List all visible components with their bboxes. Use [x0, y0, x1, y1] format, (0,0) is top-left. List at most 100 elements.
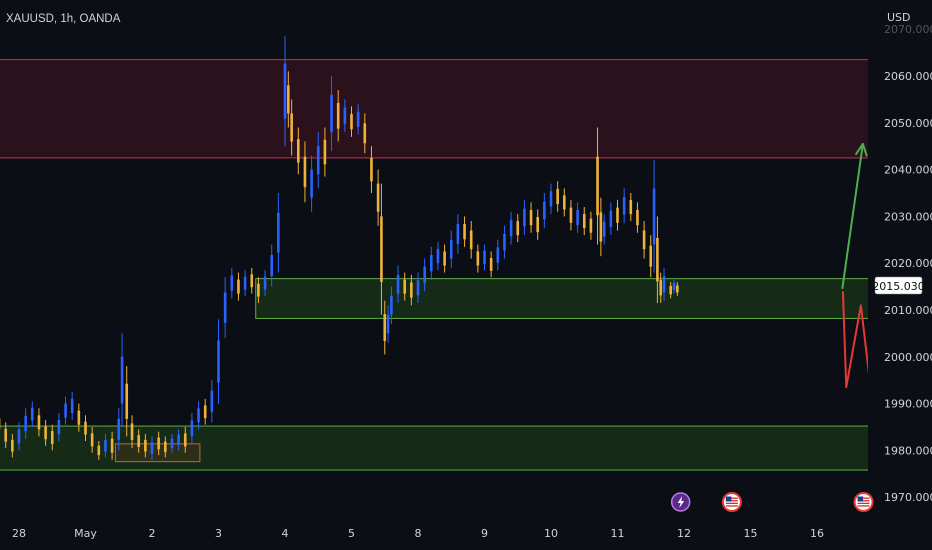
time-tick-label: 12 [677, 527, 691, 540]
time-axis[interactable]: 28 May 2 3 4 5 8 9 10 11 12 15 16 [12, 527, 824, 540]
candle [117, 408, 121, 451]
candle [356, 104, 360, 135]
candle-body [316, 146, 320, 175]
candle-body [17, 429, 21, 444]
candle-body [622, 197, 626, 215]
candle-body [64, 403, 67, 418]
candle-body [257, 283, 260, 297]
candle-body [443, 251, 446, 266]
time-tick-label: 28 [12, 527, 26, 540]
candle [469, 221, 473, 259]
time-tick-label: 5 [348, 527, 355, 540]
candle-body [523, 208, 526, 227]
candle-body [31, 407, 34, 421]
candle-body [197, 408, 200, 423]
candle [144, 434, 147, 458]
candle-body [509, 219, 513, 237]
candle [386, 305, 390, 343]
candle-body [277, 212, 280, 253]
candle-body [24, 415, 27, 432]
candle-body [556, 188, 559, 205]
candle [137, 429, 140, 453]
bullish-arrow-head [854, 142, 868, 157]
candle [383, 300, 387, 355]
candle-body [303, 156, 307, 188]
candle-body [423, 266, 426, 284]
candle-body [602, 221, 606, 237]
candle [44, 419, 47, 446]
candle [290, 99, 293, 156]
candle [243, 270, 247, 296]
bullish-arrow[interactable] [841, 143, 864, 290]
candle-body [183, 433, 187, 447]
candle [157, 431, 160, 456]
candle [390, 286, 393, 325]
candle [516, 214, 520, 243]
candle-body [356, 111, 360, 127]
candle [177, 429, 180, 451]
candle-body [330, 94, 333, 133]
candle [582, 207, 586, 236]
candle-body [430, 255, 433, 272]
candle-body [456, 224, 460, 244]
candle-body [609, 210, 613, 227]
time-tick-label: May [74, 527, 97, 540]
candle-body [243, 276, 247, 290]
candle [270, 244, 273, 287]
candle-body [436, 249, 440, 264]
candle-body [11, 439, 14, 452]
candle-body [190, 420, 194, 436]
candle [549, 183, 553, 215]
candle-body [210, 390, 214, 412]
candle-body [543, 201, 546, 220]
candle-body [383, 314, 387, 342]
candle [70, 391, 74, 420]
candle-body [157, 437, 160, 450]
candle [676, 281, 679, 296]
candle-body [203, 405, 207, 419]
price-tick-label: 2000.000 [884, 351, 932, 364]
candle [370, 146, 373, 193]
candle [57, 412, 61, 442]
candle [170, 434, 174, 453]
candle [596, 127, 599, 245]
candle-body [549, 191, 553, 207]
candle [543, 193, 546, 229]
candle-body [410, 282, 413, 298]
candle-body [363, 123, 367, 144]
symbol-title: XAUUSD, 1h, OANDA [6, 13, 121, 25]
time-tick-label: 16 [810, 527, 824, 540]
candle [24, 408, 27, 439]
candle [669, 281, 672, 299]
us-flag-event-icon[interactable] [721, 492, 742, 512]
candle [330, 76, 333, 151]
candle-body [4, 428, 7, 442]
lightning-event-icon[interactable] [670, 492, 691, 512]
candle-body [652, 188, 656, 245]
supply-zone-top[interactable] [0, 59, 886, 159]
current-price-label: 2015.030 [872, 280, 925, 293]
candle [659, 272, 663, 303]
candle [316, 132, 320, 189]
candle-body [120, 356, 124, 404]
demand-zone-bottom[interactable] [0, 425, 886, 471]
candle [616, 200, 619, 231]
candle [350, 106, 353, 137]
candle [609, 202, 613, 236]
candle-body [84, 421, 87, 435]
us-flag-event-icon-2[interactable] [853, 492, 874, 512]
price-axis[interactable]: 1970.000 1980.000 1990.000 2000.000 2010.000… [884, 23, 932, 504]
demand-zone-mid[interactable] [255, 278, 886, 319]
candle-body [476, 251, 480, 266]
candle [90, 427, 94, 453]
candle-body [449, 239, 453, 259]
candle-body [177, 434, 180, 446]
candle [336, 90, 340, 142]
candle [509, 211, 513, 245]
candle-body [230, 275, 234, 291]
price-tick-label: 2040.000 [884, 164, 932, 177]
candle-body [350, 114, 353, 130]
candle [416, 272, 420, 303]
price-tick-label: 2060.000 [884, 70, 932, 83]
